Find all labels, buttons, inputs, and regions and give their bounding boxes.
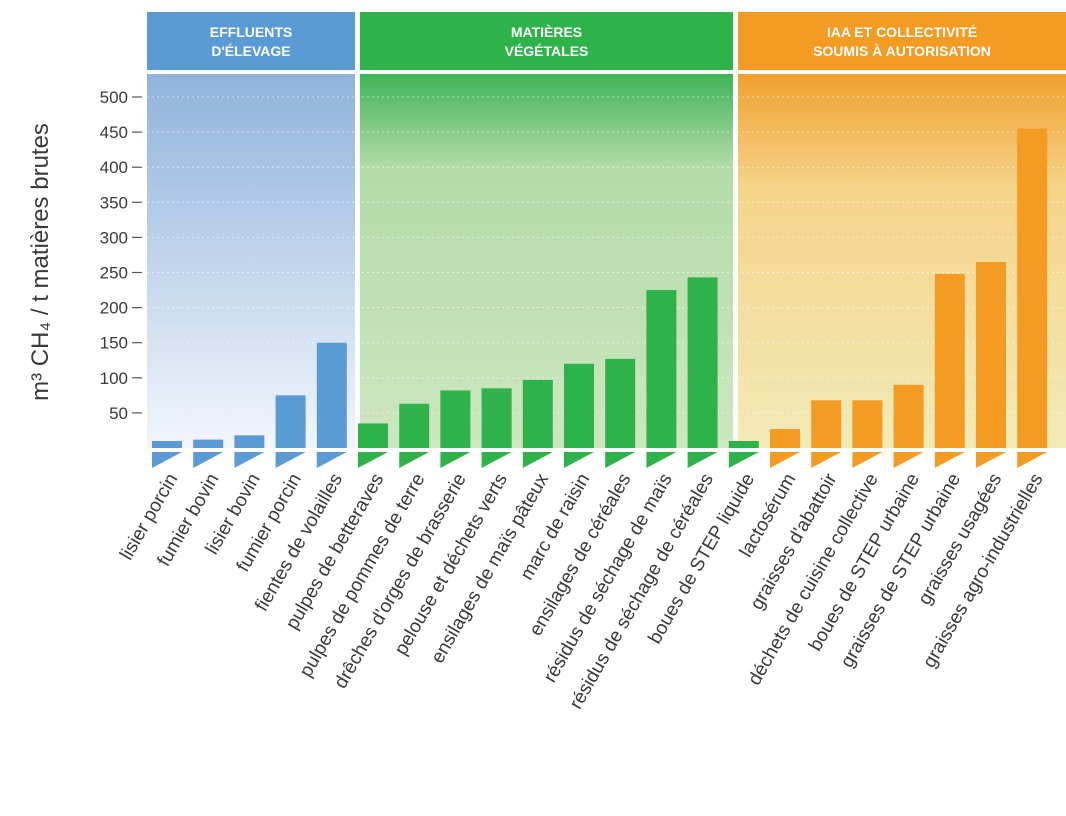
bar: [358, 423, 388, 448]
category-flag: [770, 452, 800, 468]
group-header-text: MATIÈRES: [511, 24, 582, 40]
y-tick-label: 100: [100, 369, 128, 388]
category-flag: [811, 452, 842, 468]
bar: [976, 261, 1006, 448]
bar: [852, 400, 883, 448]
bar: [728, 440, 759, 448]
group-header: [147, 12, 355, 70]
bar: [193, 439, 224, 448]
bar: [152, 440, 182, 448]
group-header-text: EFFLUENTS: [210, 24, 292, 40]
bar: [399, 403, 430, 448]
category-flag: [605, 452, 636, 468]
category-flag: [852, 452, 883, 468]
category-flag: [893, 452, 924, 468]
bar: [811, 400, 842, 448]
category-flag: [564, 452, 594, 468]
category-flag: [193, 452, 224, 468]
category-flag: [646, 452, 677, 468]
y-tick-label: 350: [100, 193, 128, 212]
bar: [934, 273, 965, 448]
y-axis-label: m³ CH₄ / t matières brutes: [27, 123, 54, 401]
category-flag: [481, 452, 512, 468]
bar: [605, 358, 636, 448]
y-tick-label: 500: [100, 88, 128, 107]
category-flag: [522, 452, 553, 468]
group-header-text: D'ÉLEVAGE: [211, 43, 290, 59]
group-header: [360, 12, 733, 70]
y-tick-label: 150: [100, 334, 128, 353]
group-header: [738, 12, 1066, 70]
category-flag: [728, 452, 759, 468]
bar: [275, 395, 306, 448]
y-tick-label: 50: [109, 404, 128, 423]
bar: [522, 379, 553, 448]
category-flag: [275, 452, 306, 468]
y-tick-label: 300: [100, 228, 128, 247]
bar: [1017, 128, 1048, 448]
category-flag: [687, 452, 718, 468]
group-header-text: IAA ET COLLECTIVITÉ: [827, 24, 977, 40]
y-tick-label: 400: [100, 158, 128, 177]
bar: [564, 363, 594, 448]
category-flag: [1017, 452, 1048, 468]
category-flag: [399, 452, 430, 468]
y-tick-label: 250: [100, 264, 128, 283]
bar: [481, 388, 512, 448]
category-flag: [440, 452, 471, 468]
category-flag: [234, 452, 265, 468]
bar: [440, 390, 471, 448]
category-flag: [152, 452, 182, 468]
y-tick-label: 200: [100, 299, 128, 318]
y-tick-label: 450: [100, 123, 128, 142]
category-flag: [934, 452, 965, 468]
category-flag: [358, 452, 388, 468]
bar: [316, 342, 347, 448]
group-header-text: VÉGÉTALES: [505, 43, 589, 59]
bar: [770, 429, 800, 448]
category-flag: [316, 452, 347, 468]
bar: [234, 435, 265, 448]
bar: [893, 384, 924, 448]
group-header-text: SOUMIS À AUTORISATION: [813, 43, 991, 59]
bar: [687, 277, 718, 448]
category-flag: [976, 452, 1006, 468]
bar: [646, 290, 677, 448]
